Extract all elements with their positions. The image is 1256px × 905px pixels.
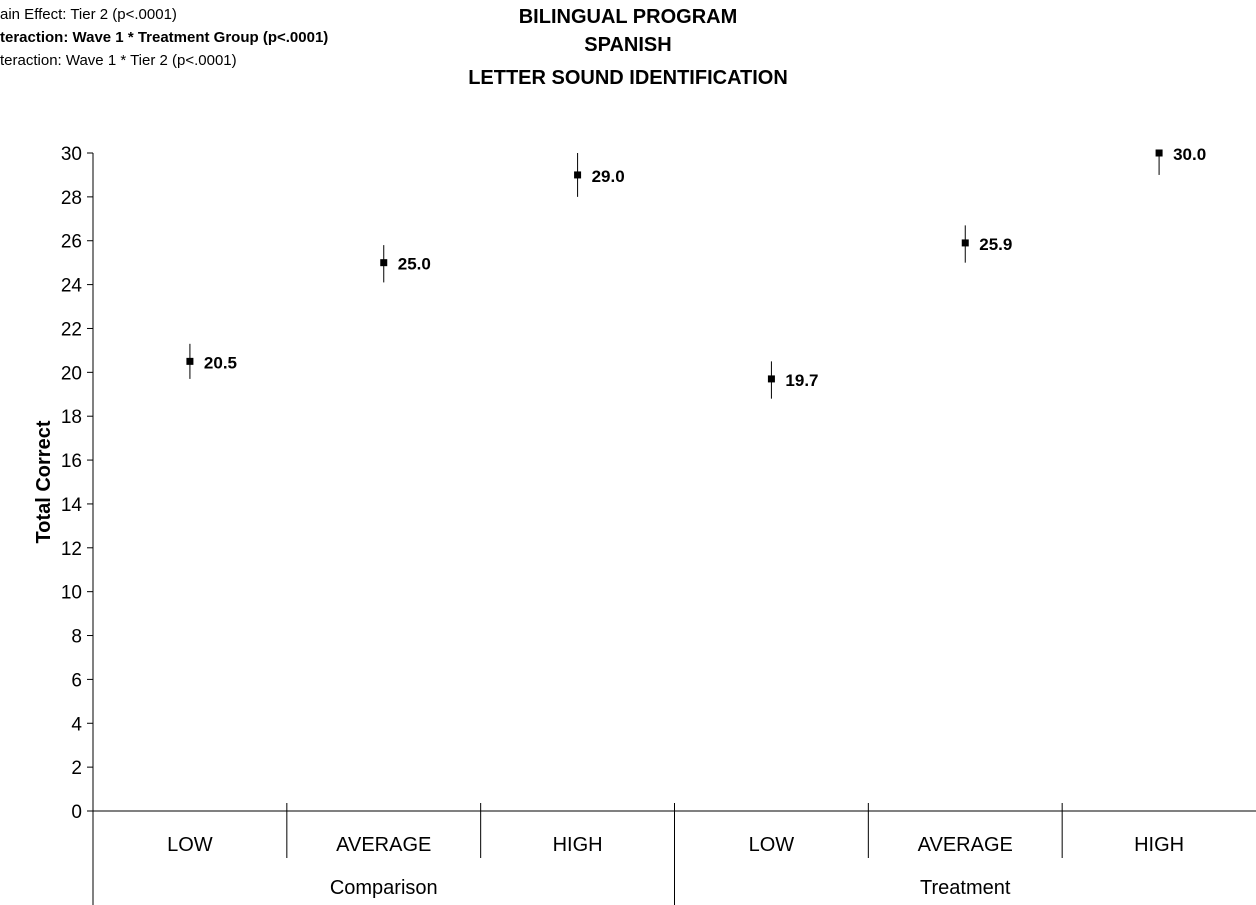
y-tick-label-8: 8: [71, 627, 82, 648]
y-tick-label-30: 30: [61, 144, 82, 165]
stat-note-interaction-treatment: teraction: Wave 1 * Treatment Group (p<.…: [0, 29, 329, 46]
data-point-5: [1155, 149, 1163, 157]
y-tick-label-28: 28: [61, 188, 82, 209]
category-label-4: AVERAGE: [918, 834, 1013, 856]
data-point-0: [186, 357, 194, 365]
data-point-4: [961, 239, 969, 247]
y-axis-label: Total Correct: [33, 420, 55, 543]
y-tick-label-2: 2: [71, 758, 82, 779]
y-tick-label-6: 6: [71, 670, 82, 691]
data-label-3: 19.7: [785, 371, 818, 390]
y-tick-label-16: 16: [61, 451, 82, 472]
y-tick-label-0: 0: [71, 802, 82, 823]
y-tick-label-20: 20: [61, 363, 82, 384]
y-tick-label-10: 10: [61, 583, 82, 604]
stat-note-main-effect: ain Effect: Tier 2 (p<.0001): [0, 6, 177, 23]
category-label-3: LOW: [749, 834, 795, 856]
group-label-comparison: Comparison: [330, 877, 438, 899]
data-point-2: [574, 171, 582, 179]
data-label-1: 25.0: [398, 255, 431, 274]
y-tick-label-14: 14: [61, 495, 83, 516]
chart-title-line-2: SPANISH: [584, 34, 672, 56]
stat-note-interaction-tier: teraction: Wave 1 * Tier 2 (p<.0001): [0, 52, 237, 69]
y-tick-label-12: 12: [61, 539, 82, 560]
data-label-0: 20.5: [204, 353, 237, 372]
chart-title-line-1: BILINGUAL PROGRAM: [518, 6, 738, 28]
y-tick-label-24: 24: [61, 276, 83, 297]
category-label-0: LOW: [167, 834, 213, 856]
category-label-5: HIGH: [1134, 834, 1184, 856]
category-label-1: AVERAGE: [336, 834, 431, 856]
data-point-1: [380, 259, 388, 267]
data-point-3: [767, 375, 775, 383]
y-tick-label-4: 4: [71, 714, 82, 735]
chart-title-line-3: LETTER SOUND IDENTIFICATION: [468, 67, 788, 89]
group-label-treatment: Treatment: [920, 877, 1011, 899]
category-label-2: HIGH: [553, 834, 603, 856]
data-label-5: 30.0: [1173, 145, 1206, 164]
y-tick-label-18: 18: [61, 407, 82, 428]
data-label-4: 25.9: [979, 235, 1012, 254]
data-label-2: 29.0: [592, 167, 625, 186]
y-tick-label-22: 22: [61, 319, 82, 340]
y-tick-label-26: 26: [61, 232, 82, 253]
